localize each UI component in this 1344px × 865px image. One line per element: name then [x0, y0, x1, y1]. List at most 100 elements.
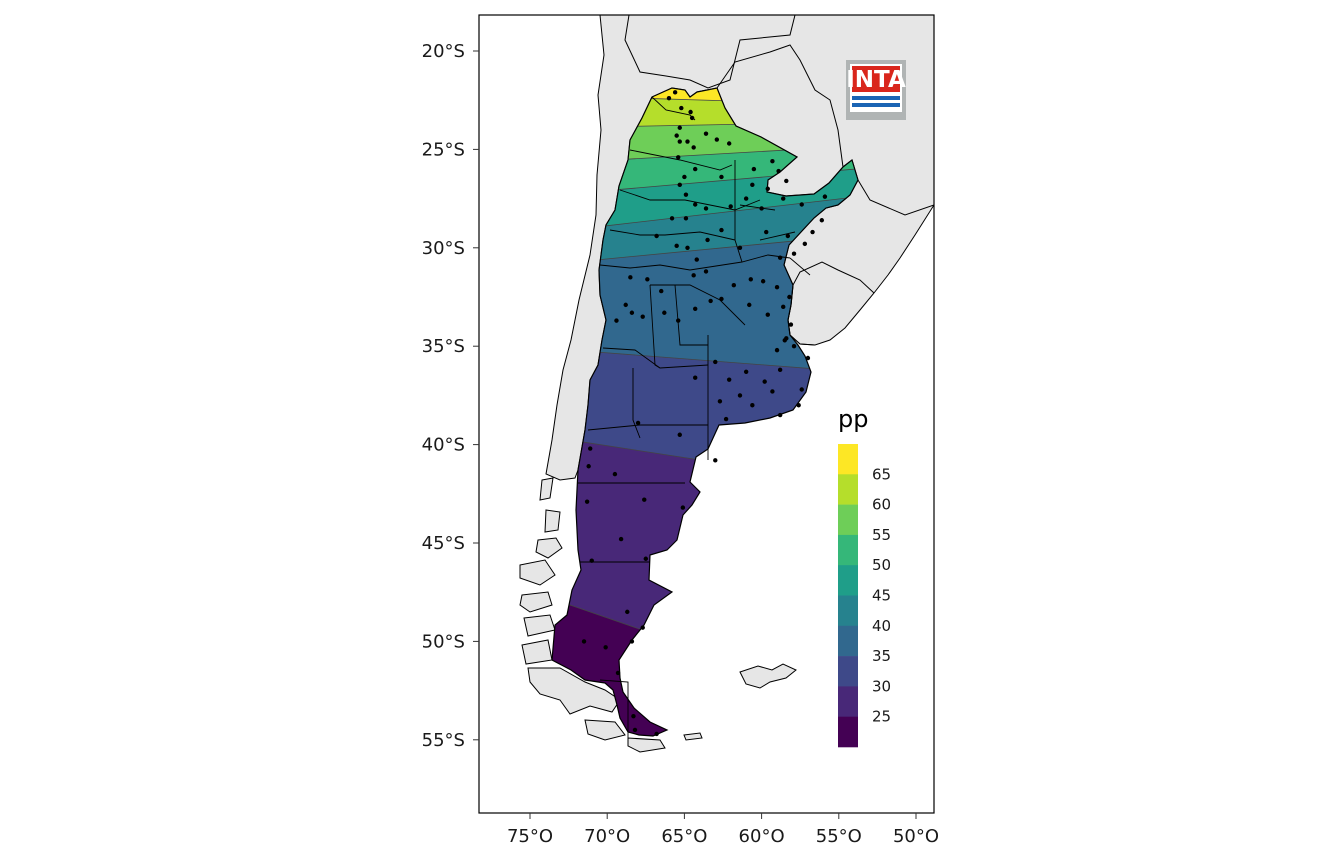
station-point	[683, 192, 689, 197]
legend-label: 60	[872, 496, 891, 514]
station-point	[581, 639, 587, 644]
station-point	[589, 558, 594, 563]
station-point	[674, 243, 679, 249]
legend-title: pp	[838, 405, 868, 433]
station-point	[777, 255, 783, 260]
station-point	[640, 314, 645, 319]
x-tick-label: 65°O	[661, 826, 707, 847]
station-point	[625, 609, 630, 615]
station-point	[676, 318, 681, 323]
station-point	[777, 412, 783, 418]
x-tick-label: 55°O	[816, 826, 862, 847]
x-tick-label: 70°O	[584, 826, 630, 847]
station-point	[788, 322, 794, 327]
station-point	[726, 377, 732, 382]
station-point	[682, 174, 687, 180]
country-borders	[624, 15, 934, 346]
station-point	[802, 241, 808, 247]
station-point	[635, 420, 641, 426]
station-point	[765, 186, 770, 191]
station-point	[689, 115, 695, 121]
station-point	[662, 310, 667, 315]
legend-label: 25	[872, 708, 891, 726]
legend-label: 65	[872, 465, 891, 483]
station-point	[586, 464, 591, 469]
station-point	[719, 174, 724, 180]
station-point	[654, 731, 659, 737]
station-point	[691, 145, 696, 150]
station-point	[618, 536, 624, 542]
station-point	[676, 155, 681, 160]
station-point	[728, 204, 733, 209]
station-point	[705, 237, 710, 243]
station-point	[680, 505, 686, 510]
contour-line	[552, 91, 858, 109]
station-point	[731, 282, 737, 288]
station-point	[588, 446, 593, 451]
station-point	[693, 166, 698, 172]
station-point	[759, 206, 764, 211]
station-point	[723, 416, 729, 422]
legend-label: 40	[872, 617, 891, 635]
station-point	[666, 96, 672, 101]
x-tick-label: 60°O	[739, 826, 785, 847]
inta-logo: INTA	[846, 60, 906, 120]
station-point	[694, 257, 699, 262]
legend-labels: 65 60 55 50 45 40 35 30 25	[872, 465, 891, 725]
station-point	[751, 166, 757, 172]
y-tick-label: 25°S	[422, 139, 465, 160]
station-point	[703, 206, 709, 211]
station-point	[640, 625, 645, 630]
station-point	[654, 233, 659, 239]
station-point	[693, 202, 698, 207]
station-point	[713, 458, 718, 463]
legend-swatch	[838, 625, 858, 657]
station-point	[703, 131, 709, 136]
legend-swatch	[838, 474, 858, 505]
x-tick-label: 75°O	[507, 826, 553, 847]
station-point	[782, 338, 787, 343]
station-point	[669, 216, 675, 221]
station-point	[691, 273, 696, 278]
station-point	[642, 497, 647, 502]
y-tick-label: 20°S	[422, 41, 465, 62]
station-point	[765, 312, 770, 317]
y-tick-label: 35°S	[422, 336, 465, 357]
station-point	[679, 105, 684, 111]
station-point	[791, 344, 797, 349]
y-tick-label: 30°S	[422, 238, 465, 259]
y-tick-label: 55°S	[422, 730, 465, 751]
contour-line	[552, 119, 858, 131]
station-point	[799, 387, 804, 392]
station-point	[784, 178, 789, 184]
legend-label: 55	[872, 526, 891, 544]
station-point	[615, 670, 621, 676]
legend-swatch	[838, 656, 858, 687]
station-point	[685, 139, 690, 144]
contour-line	[552, 159, 858, 206]
contour-line	[552, 224, 858, 276]
station-point	[776, 168, 781, 174]
logo-text: INTA	[846, 67, 906, 93]
station-point	[677, 139, 682, 144]
legend-swatch	[838, 534, 858, 566]
station-point	[677, 182, 682, 188]
contour-line	[552, 139, 858, 171]
station-point	[632, 727, 638, 733]
station-point	[781, 304, 786, 310]
station-point	[643, 556, 648, 561]
station-point	[743, 369, 749, 374]
legend-swatch	[838, 565, 858, 596]
station-point	[810, 229, 815, 235]
station-point	[693, 306, 698, 312]
x-axis: 75°O 70°O 65°O 60°O 55°O 50°O	[507, 813, 939, 847]
legend-label: 50	[872, 556, 891, 574]
station-point	[672, 90, 678, 95]
x-tick-label: 50°O	[893, 826, 939, 847]
map-panel-border	[478, 14, 935, 814]
station-point	[703, 269, 709, 274]
station-point	[770, 389, 775, 394]
station-point	[677, 125, 682, 130]
station-point	[584, 499, 590, 504]
